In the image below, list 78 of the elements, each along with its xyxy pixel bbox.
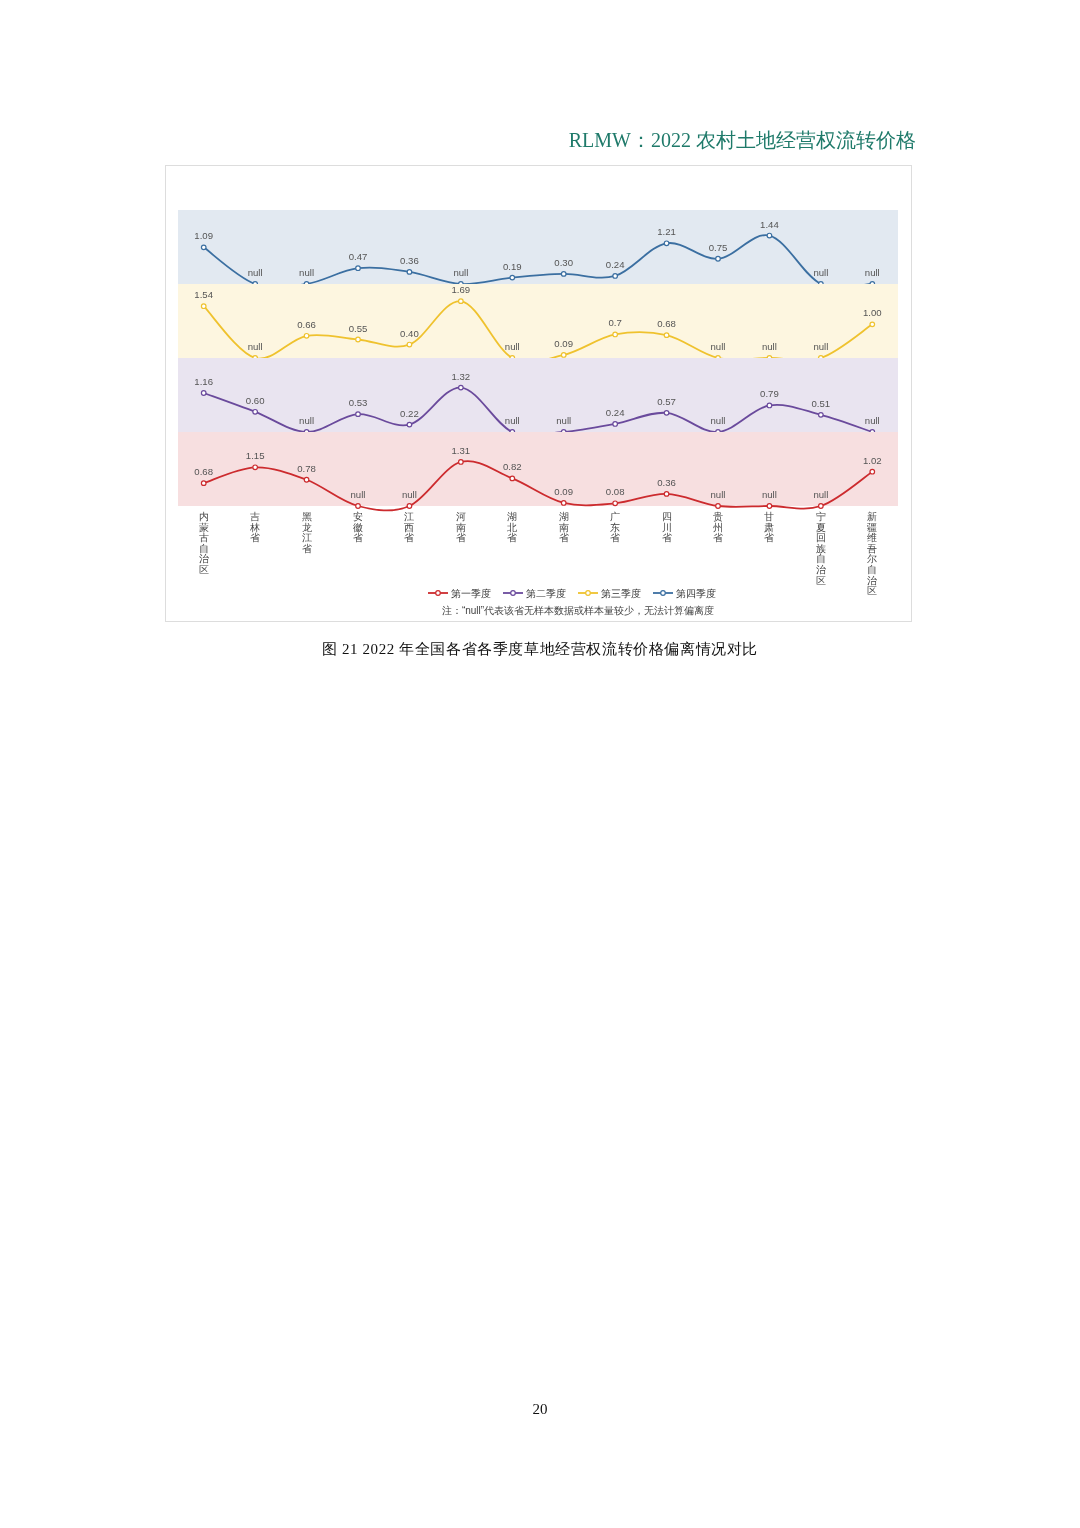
data-label: null: [813, 267, 829, 278]
data-label: 1.09: [194, 230, 214, 242]
data-label: 0.57: [657, 395, 676, 407]
data-label: 0.08: [605, 486, 625, 498]
data-label: 1.31: [451, 444, 471, 456]
data-label: null: [299, 415, 315, 426]
data-label: 0.7: [608, 317, 622, 329]
x-tick-label: 内蒙古自治区: [198, 511, 209, 575]
legend-label: 第四季度: [676, 587, 716, 599]
data-label: 0.68: [194, 466, 214, 478]
data-label: null: [453, 267, 469, 278]
x-tick-label: 江西省: [404, 511, 415, 544]
legend-label: 第三季度: [601, 587, 641, 599]
x-tick-label: 广东省: [610, 511, 621, 544]
data-label: 1.15: [245, 450, 265, 462]
data-label: null: [864, 415, 880, 426]
data-label: 0.51: [811, 397, 831, 409]
legend-label: 第一季度: [451, 587, 491, 599]
text: 注：“null”代表该省无样本数据或样本量较少，无法计算偏离度: [441, 605, 715, 616]
legend-label: 第二季度: [526, 587, 566, 599]
data-label: 1.02: [862, 454, 882, 466]
data-label: 1.00: [862, 307, 882, 319]
data-label: 1.21: [657, 226, 676, 238]
data-label: 0.36: [400, 254, 419, 266]
x-tick-label: 甘肃省: [764, 511, 775, 544]
text: 图 21 2022 年全国各省各季度草地经营权流转价格偏离情况对比: [321, 641, 759, 657]
data-label: 0.75: [708, 241, 728, 253]
data-label: 0.55: [348, 322, 368, 334]
data-label: 0.66: [297, 318, 316, 330]
data-label: 0.24: [605, 258, 626, 270]
x-tick-label: 安徽省: [353, 511, 363, 544]
data-label: 0.09: [554, 485, 574, 497]
x-tick-label: 吉林省: [249, 511, 261, 544]
data-label: null: [710, 341, 726, 352]
x-tick-label: 黑龙江省: [301, 511, 312, 554]
data-label: 0.09: [554, 337, 574, 349]
x-tick-label: 贵州省: [713, 511, 723, 544]
data-label: 0.79: [760, 388, 779, 400]
data-label: 0.78: [297, 462, 316, 474]
data-label: 0.60: [245, 394, 265, 406]
x-tick-label: 四川省: [661, 511, 672, 544]
data-label: null: [556, 415, 572, 426]
data-label: 1.54: [194, 289, 214, 301]
data-label: 0.19: [502, 260, 522, 272]
data-label: null: [350, 489, 366, 500]
data-label: 0.30: [554, 256, 574, 268]
data-label: null: [813, 341, 829, 352]
data-label: 1.44: [760, 218, 780, 230]
data-label: 0.22: [400, 407, 419, 419]
data-label: null: [247, 341, 263, 352]
data-label: null: [761, 341, 777, 352]
data-label: null: [504, 341, 520, 352]
x-tick-label: 河南省: [455, 511, 466, 544]
data-label: 1.16: [194, 375, 214, 387]
data-label: null: [710, 415, 726, 426]
text: RLMW：2022 农村土地经营权流转价格: [568, 129, 916, 151]
data-label: null: [813, 489, 829, 500]
x-tick-label: 湖北省: [507, 511, 518, 544]
x-tick-label: 新疆维吾尔自治区: [867, 511, 878, 597]
data-label: null: [761, 489, 777, 500]
x-tick-label: 湖南省: [558, 511, 569, 544]
data-label: null: [247, 267, 263, 278]
data-label: 0.24: [605, 406, 626, 418]
data-label: 0.82: [502, 461, 522, 473]
data-label: null: [710, 489, 726, 500]
data-label: 0.68: [657, 318, 676, 330]
data-label: null: [864, 267, 880, 278]
data-label: 0.53: [348, 397, 368, 409]
x-tick-label: 宁夏回族自治区: [815, 511, 826, 586]
data-label: 0.47: [348, 251, 368, 263]
data-label: null: [401, 489, 417, 500]
data-label: 0.40: [400, 327, 419, 339]
data-label: 1.32: [451, 370, 471, 382]
data-label: null: [504, 415, 520, 426]
data-label: null: [299, 267, 315, 278]
data-label: 1.69: [451, 284, 471, 296]
data-label: 0.36: [657, 476, 676, 488]
text: 20: [532, 1401, 548, 1417]
